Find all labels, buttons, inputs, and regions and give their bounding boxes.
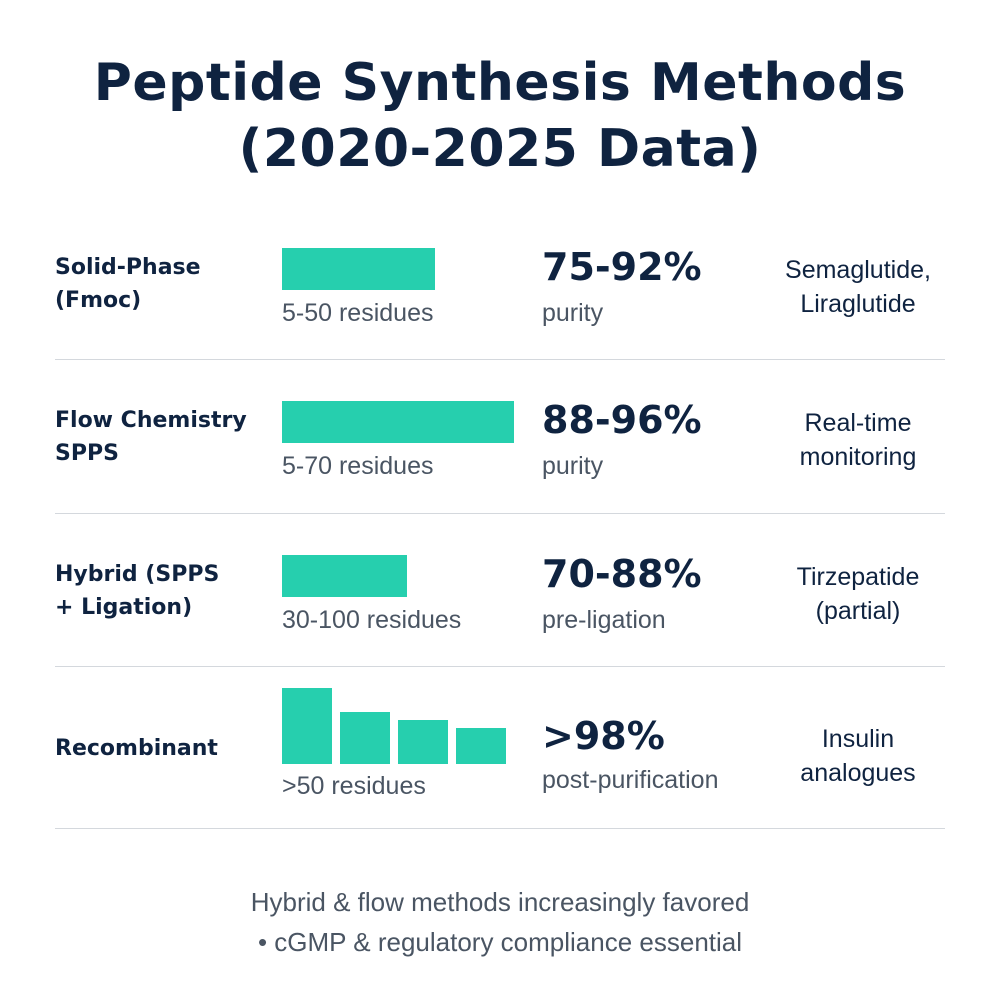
footer-line-2: • cGMP & regulatory compliance essential xyxy=(257,927,743,957)
purity-value: >98% xyxy=(542,714,665,758)
range-label: 5-70 residues xyxy=(282,452,434,480)
chart-title: Peptide Synthesis Methods (2020-2025 Dat… xyxy=(0,50,1000,182)
purity-note: pre-ligation xyxy=(542,606,666,634)
range-bar xyxy=(282,688,332,764)
range-label: 5-50 residues xyxy=(282,299,434,327)
method-label-line-1: Flow Chemistry xyxy=(55,408,247,433)
method-row-hybrid: Hybrid (SPPS + Ligation) 30-100 residues… xyxy=(55,552,945,652)
example-line-1: Insulin xyxy=(821,725,895,753)
example-line-1: Real-time xyxy=(804,409,912,437)
method-row-solid-phase: Solid-Phase (Fmoc) 5-50 residues 75-92% … xyxy=(55,245,945,345)
method-label: Recombinant xyxy=(55,732,218,765)
example-line-2: Liraglutide xyxy=(800,290,916,318)
method-label-line-2: (Fmoc) xyxy=(55,288,142,313)
title-line-1: Peptide Synthesis Methods xyxy=(93,53,907,113)
method-label-line-1: Hybrid (SPPS xyxy=(55,562,220,587)
purity-note: post-purification xyxy=(542,766,719,794)
row-divider xyxy=(55,513,945,514)
example-line-1: Semaglutide, xyxy=(785,256,931,284)
range-label: 30-100 residues xyxy=(282,606,462,634)
method-label: Hybrid (SPPS + Ligation) xyxy=(55,558,219,624)
row-divider xyxy=(55,666,945,667)
range-bar xyxy=(282,248,435,290)
method-label-line-2: SPPS xyxy=(55,441,119,466)
method-row-recombinant: Recombinant >50 residues >98% post-purif… xyxy=(55,688,945,818)
purity-value: 70-88% xyxy=(542,552,702,596)
footer-notes: Hybrid & flow methods increasingly favor… xyxy=(0,882,1000,962)
method-label-line-1: Recombinant xyxy=(55,736,218,761)
example-line-2: analogues xyxy=(800,759,916,787)
row-divider xyxy=(55,828,945,829)
title-line-2: (2020-2025 Data) xyxy=(238,119,762,179)
purity-note: purity xyxy=(542,452,604,480)
example-line-1: Tirzepatide xyxy=(796,563,920,591)
example-text: Real-time monitoring xyxy=(743,406,973,474)
example-text: Insulin analogues xyxy=(743,722,973,790)
range-label: >50 residues xyxy=(282,772,426,800)
example-line-2: monitoring xyxy=(799,443,917,471)
method-label-line-1: Solid-Phase xyxy=(55,255,201,280)
example-text: Tirzepatide (partial) xyxy=(743,560,973,628)
example-line-2: (partial) xyxy=(815,597,901,625)
range-bar xyxy=(282,555,407,597)
method-label: Solid-Phase (Fmoc) xyxy=(55,251,201,317)
method-row-flow-chemistry: Flow Chemistry SPPS 5-70 residues 88-96%… xyxy=(55,398,945,498)
purity-value: 88-96% xyxy=(542,398,702,442)
range-bar xyxy=(340,712,390,764)
method-label: Flow Chemistry SPPS xyxy=(55,404,247,470)
example-text: Semaglutide, Liraglutide xyxy=(743,253,973,321)
purity-note: purity xyxy=(542,299,604,327)
footer-line-1: Hybrid & flow methods increasingly favor… xyxy=(250,887,750,917)
range-bar xyxy=(282,401,514,443)
method-label-line-2: + Ligation) xyxy=(55,595,193,620)
range-bar xyxy=(456,728,506,764)
range-bar xyxy=(398,720,448,764)
purity-value: 75-92% xyxy=(542,245,702,289)
row-divider xyxy=(55,359,945,360)
